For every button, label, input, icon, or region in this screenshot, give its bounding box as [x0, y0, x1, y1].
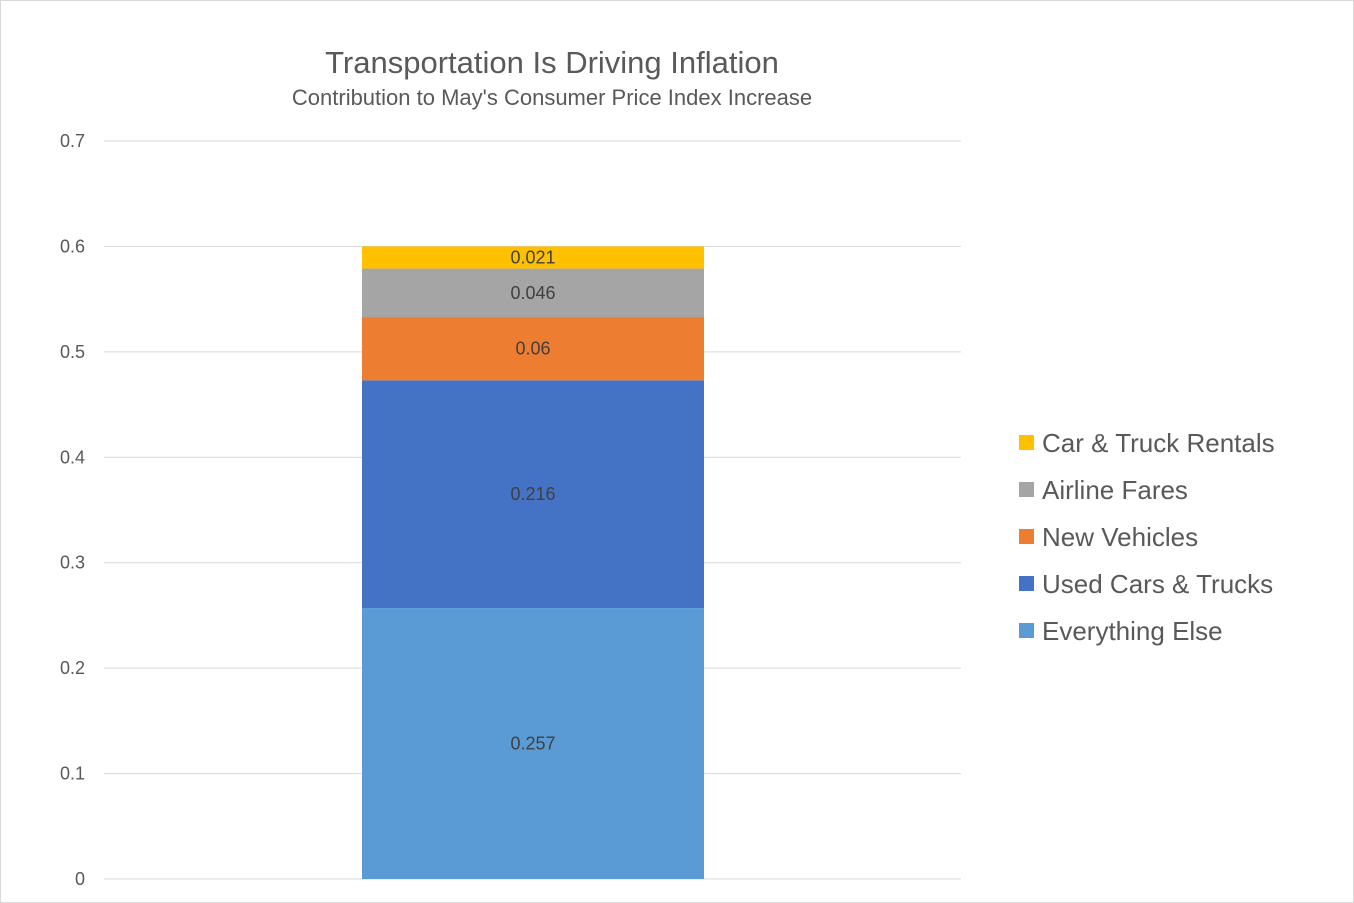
legend-label: Car & Truck Rentals — [1042, 428, 1275, 458]
bar-segment — [362, 246, 704, 269]
data-label: 0.257 — [510, 734, 555, 754]
y-tick-label: 0.5 — [60, 342, 85, 362]
legend-label: New Vehicles — [1042, 522, 1198, 552]
legend-swatch — [1019, 529, 1034, 544]
y-tick-label: 0.7 — [60, 131, 85, 151]
legend-label: Everything Else — [1042, 616, 1223, 646]
data-labels: 0.257 0.216 0.06 0.046 0.021 — [510, 247, 555, 753]
data-label: 0.06 — [515, 339, 550, 359]
y-tick-label: 0.1 — [60, 764, 85, 784]
stacked-bar — [362, 246, 704, 879]
legend-label: Airline Fares — [1042, 475, 1188, 505]
bar-segment — [362, 317, 704, 381]
legend-swatch — [1019, 435, 1034, 450]
legend-swatch — [1019, 482, 1034, 497]
legend: Car & Truck Rentals Airline Fares New Vehi… — [1019, 428, 1275, 646]
y-tick-label: 0.4 — [60, 447, 85, 467]
y-tick-label: 0 — [75, 869, 85, 889]
data-label: 0.216 — [510, 484, 555, 504]
legend-swatch — [1019, 576, 1034, 591]
legend-label: Used Cars & Trucks — [1042, 569, 1273, 599]
legend-swatch — [1019, 623, 1034, 638]
bar-segment — [362, 380, 704, 609]
y-tick-label: 0.2 — [60, 658, 85, 678]
data-label: 0.046 — [510, 283, 555, 303]
y-tick-label: 0.6 — [60, 236, 85, 256]
chart-subtitle: Contribution to May's Consumer Price Ind… — [292, 85, 812, 110]
bar-segment — [362, 268, 704, 318]
chart-title: Transportation Is Driving Inflation — [325, 45, 779, 80]
bar-segment — [362, 608, 704, 879]
data-label: 0.021 — [510, 247, 555, 267]
y-tick-label: 0.3 — [60, 553, 85, 573]
y-axis-ticks: 0 0.1 0.2 0.3 0.4 0.5 0.6 0.7 — [60, 131, 85, 889]
